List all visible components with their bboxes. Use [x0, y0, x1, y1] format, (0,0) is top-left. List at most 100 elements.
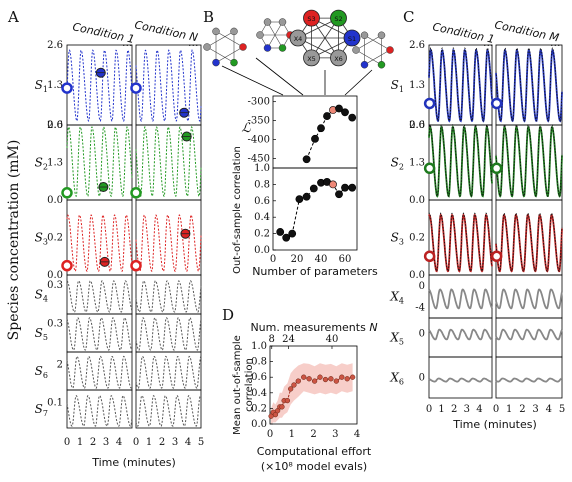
data-line-2 — [495, 123, 563, 197]
fit-line-X6 — [428, 377, 493, 383]
x-tick-label: 1 — [146, 437, 152, 448]
series-line-S3 — [66, 214, 133, 272]
x-tick-label: 60 — [339, 254, 352, 265]
panel-letter-a: A — [7, 8, 19, 26]
y-axis-label: correlation — [244, 358, 255, 412]
y-axis-label: Species concentration (mM) — [6, 140, 22, 341]
data-line-3 — [428, 212, 493, 272]
data-line-2 — [428, 123, 493, 197]
data-point — [284, 397, 291, 404]
plot-frame — [66, 389, 133, 429]
initial-condition-marker — [490, 97, 503, 110]
x-tick-label: 0 — [493, 404, 499, 415]
plot-frame — [272, 95, 358, 169]
network-node — [360, 60, 369, 69]
connector-line — [255, 57, 304, 96]
plot-frame — [495, 356, 563, 399]
network-node — [330, 49, 347, 67]
network-edge — [355, 49, 382, 65]
fit-line-X6 — [495, 377, 562, 383]
series-line-S7 — [66, 395, 133, 427]
y-tick-label: 1.0 — [251, 341, 267, 352]
initial-condition-marker — [423, 162, 436, 175]
row-label-S5: S5 — [35, 326, 48, 342]
network-node — [278, 44, 287, 52]
data-marker-open — [130, 82, 142, 94]
fit-line-S1 — [495, 48, 563, 123]
network-node — [289, 29, 307, 47]
panel-letter-d: D — [222, 306, 234, 324]
x-tick-label: 1 — [438, 404, 444, 415]
fit-line-S2 — [495, 125, 563, 198]
row-label-S1: S1 — [35, 78, 48, 94]
top-axis-label: Num. measurements N — [250, 321, 377, 334]
row-label-S2: S2 — [391, 156, 404, 172]
initial-condition-marker — [423, 97, 436, 110]
y-tick-label: 0.0 — [47, 120, 63, 131]
data-point — [279, 404, 285, 410]
x-tick-label: 0 — [426, 404, 432, 415]
x-tick-label: 4 — [185, 437, 191, 448]
series-line-S1 — [135, 49, 202, 122]
y-tick-label: 0.0 — [251, 419, 267, 430]
y-axis-label-likelihood: ℒ — [241, 121, 251, 136]
x-axis-label: Time (minutes) — [91, 456, 176, 469]
y-tick-label: 0.8 — [251, 357, 267, 368]
network-node — [377, 31, 386, 40]
x-tick-label: 0 — [133, 437, 139, 448]
network-node — [330, 9, 347, 27]
x-tick-label: 4 — [546, 404, 552, 415]
x-tick-label: 2 — [159, 437, 165, 448]
data-point — [322, 376, 329, 383]
y-tick-label: 0.2 — [409, 233, 425, 244]
network-edge — [364, 35, 391, 51]
data-point — [302, 155, 311, 164]
x-tick-label: 0 — [270, 254, 276, 265]
x-tick-label: 1 — [289, 429, 295, 440]
data-point — [344, 376, 350, 382]
network-node — [278, 18, 287, 26]
y-tick-label: 0.2 — [254, 229, 270, 240]
y-tick-label: 2.6 — [47, 120, 63, 131]
plot-frame — [428, 356, 493, 399]
series-line-S2 — [66, 126, 133, 198]
x-tick-label: 3 — [103, 437, 109, 448]
network-node — [303, 9, 320, 27]
column-ellipsis: ... — [122, 36, 133, 49]
plot-frame — [495, 317, 563, 358]
series-line-S6 — [66, 355, 133, 389]
y-tick-label: 0.6 — [254, 196, 270, 207]
x-tick-label: 2 — [310, 429, 316, 440]
data-marker-open — [61, 187, 73, 199]
row-label-S7: S7 — [35, 402, 48, 418]
data-point — [311, 378, 318, 384]
data-marker-open — [130, 187, 142, 199]
data-point — [301, 374, 307, 380]
x-tick-label: 4 — [354, 429, 360, 440]
data-point — [333, 378, 339, 384]
data-line-3 — [495, 212, 563, 272]
y-tick-label: 2 — [57, 360, 63, 371]
x-tick-label: 20 — [291, 254, 304, 265]
network-node — [263, 18, 272, 26]
network-node-label: S1 — [348, 35, 356, 43]
y-tick-label: 2.6 — [47, 40, 63, 51]
y-tick-label: 2.6 — [409, 40, 425, 51]
x-axis-label: Time (minutes) — [452, 418, 537, 431]
y-tick-label: 1.3 — [409, 80, 425, 91]
data-point — [350, 374, 356, 380]
plot-frame — [135, 389, 202, 429]
y-tick-label: -350 — [248, 116, 270, 127]
y-tick-label: 0.3 — [47, 280, 63, 291]
network-edge — [215, 31, 244, 48]
x-tick-label: 5 — [559, 404, 565, 415]
y-tick-label: -400 — [248, 135, 270, 146]
x-axis-label: Number of parameters — [252, 265, 378, 278]
y-tick-label: 0.0 — [47, 195, 63, 206]
plot-frame — [269, 345, 358, 425]
column-ellipsis: ... — [550, 36, 561, 49]
data-point — [311, 134, 319, 143]
fit-line-S1 — [428, 48, 493, 123]
network-node — [263, 44, 272, 52]
